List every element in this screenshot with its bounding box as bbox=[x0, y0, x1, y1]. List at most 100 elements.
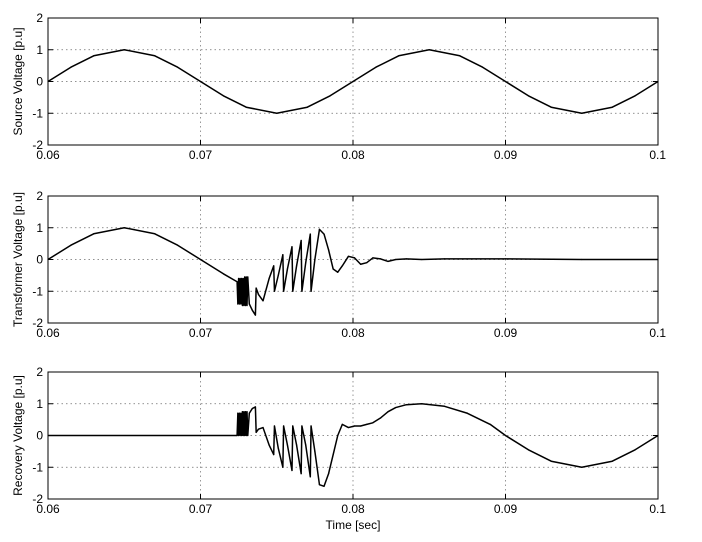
chart-panel-3: 0.06 0.07 0.08 0.09 0.1 2 1 0 -1 -2 Recovery Volta… bbox=[11, 365, 666, 532]
data-point bbox=[240, 303, 242, 305]
data-point bbox=[323, 233, 325, 235]
data-point bbox=[262, 426, 264, 429]
data-point bbox=[527, 95, 529, 97]
y-tick-label: 0 bbox=[36, 75, 43, 89]
data-point bbox=[309, 476, 311, 478]
data-point bbox=[238, 434, 240, 437]
data-point bbox=[268, 277, 270, 280]
data-point bbox=[353, 425, 356, 427]
data-point bbox=[310, 290, 312, 292]
data-point bbox=[199, 258, 202, 261]
data-point bbox=[366, 262, 368, 264]
data-point bbox=[177, 244, 179, 246]
data-point bbox=[372, 257, 374, 259]
data-point bbox=[273, 290, 276, 292]
data-point bbox=[581, 466, 583, 468]
plot-frame bbox=[47, 195, 659, 324]
data-point bbox=[395, 406, 397, 409]
y-axis-title: Recovery Voltage [p.u] bbox=[11, 375, 25, 496]
data-point bbox=[372, 422, 374, 424]
data-point bbox=[581, 258, 583, 261]
data-point bbox=[93, 233, 95, 235]
data-point bbox=[329, 95, 331, 97]
data-point bbox=[387, 411, 389, 413]
data-point bbox=[366, 423, 368, 425]
data-point bbox=[379, 258, 382, 260]
data-point bbox=[301, 290, 303, 292]
data-point bbox=[398, 55, 400, 57]
data-point bbox=[70, 244, 72, 246]
data-point bbox=[244, 304, 247, 307]
x-tick-label: 0.08 bbox=[341, 502, 365, 516]
series-line bbox=[48, 403, 659, 488]
data-point bbox=[246, 304, 248, 307]
y-tick-label: 2 bbox=[36, 189, 43, 203]
data-point bbox=[245, 106, 247, 108]
data-point bbox=[328, 473, 330, 475]
data-point bbox=[314, 450, 316, 452]
x-tick-label: 0.06 bbox=[36, 148, 60, 162]
data-point bbox=[310, 425, 312, 427]
data-point bbox=[242, 434, 244, 437]
data-point bbox=[347, 426, 350, 429]
y-tick-label: 1 bbox=[36, 221, 43, 235]
data-point bbox=[482, 66, 484, 68]
y-tick-label: -2 bbox=[32, 316, 43, 330]
data-point bbox=[337, 271, 339, 273]
data-point bbox=[241, 277, 243, 280]
data-point bbox=[247, 434, 249, 437]
data-point bbox=[222, 273, 224, 275]
data-point bbox=[300, 239, 302, 242]
x-tick-label: 0.1 bbox=[649, 502, 666, 516]
data-point bbox=[283, 425, 285, 427]
data-point bbox=[238, 303, 240, 305]
y-tick-label: 2 bbox=[36, 11, 43, 25]
series-line bbox=[47, 227, 658, 316]
data-point bbox=[305, 262, 307, 264]
data-point bbox=[238, 412, 240, 414]
data-point bbox=[277, 447, 279, 449]
data-point bbox=[237, 303, 239, 305]
data-point bbox=[300, 473, 302, 475]
data-point bbox=[421, 403, 423, 405]
data-point bbox=[154, 55, 156, 57]
data-point bbox=[251, 407, 253, 410]
x-tick-label: 0.07 bbox=[189, 502, 213, 516]
y-tick-label: -1 bbox=[32, 460, 43, 474]
data-point bbox=[634, 95, 636, 97]
data-point bbox=[360, 425, 362, 427]
data-point bbox=[240, 412, 242, 414]
data-point bbox=[243, 304, 245, 307]
data-point bbox=[332, 453, 334, 456]
chart-panel-2: 0.06 0.07 0.08 0.09 0.1 2 1 0 -1 -2 Transformer Vo… bbox=[11, 189, 666, 340]
plot-frame bbox=[47, 371, 659, 500]
data-point bbox=[428, 49, 430, 51]
data-point bbox=[466, 412, 468, 414]
data-point bbox=[245, 434, 247, 437]
data-point bbox=[282, 466, 284, 468]
data-point bbox=[246, 411, 248, 413]
y-tick-label: 0 bbox=[36, 253, 43, 267]
data-point bbox=[352, 80, 354, 83]
x-tick-label: 0.08 bbox=[341, 148, 365, 162]
data-point bbox=[291, 246, 293, 248]
x-tick-label: 0.07 bbox=[189, 148, 213, 162]
data-point bbox=[248, 412, 250, 414]
y-tick-label: -1 bbox=[32, 284, 43, 298]
x-tick-label: 0.09 bbox=[494, 326, 518, 340]
data-point bbox=[421, 258, 423, 261]
data-point bbox=[611, 460, 613, 462]
data-point bbox=[611, 106, 613, 108]
data-point bbox=[305, 444, 307, 446]
data-point bbox=[199, 80, 202, 83]
data-point bbox=[262, 300, 264, 302]
data-point bbox=[123, 227, 125, 229]
data-point bbox=[328, 249, 330, 251]
data-point bbox=[309, 233, 311, 235]
data-point bbox=[375, 66, 377, 68]
y-tick-label: 1 bbox=[36, 43, 43, 57]
data-point bbox=[504, 258, 507, 260]
data-point bbox=[244, 434, 246, 437]
data-point bbox=[292, 290, 294, 292]
